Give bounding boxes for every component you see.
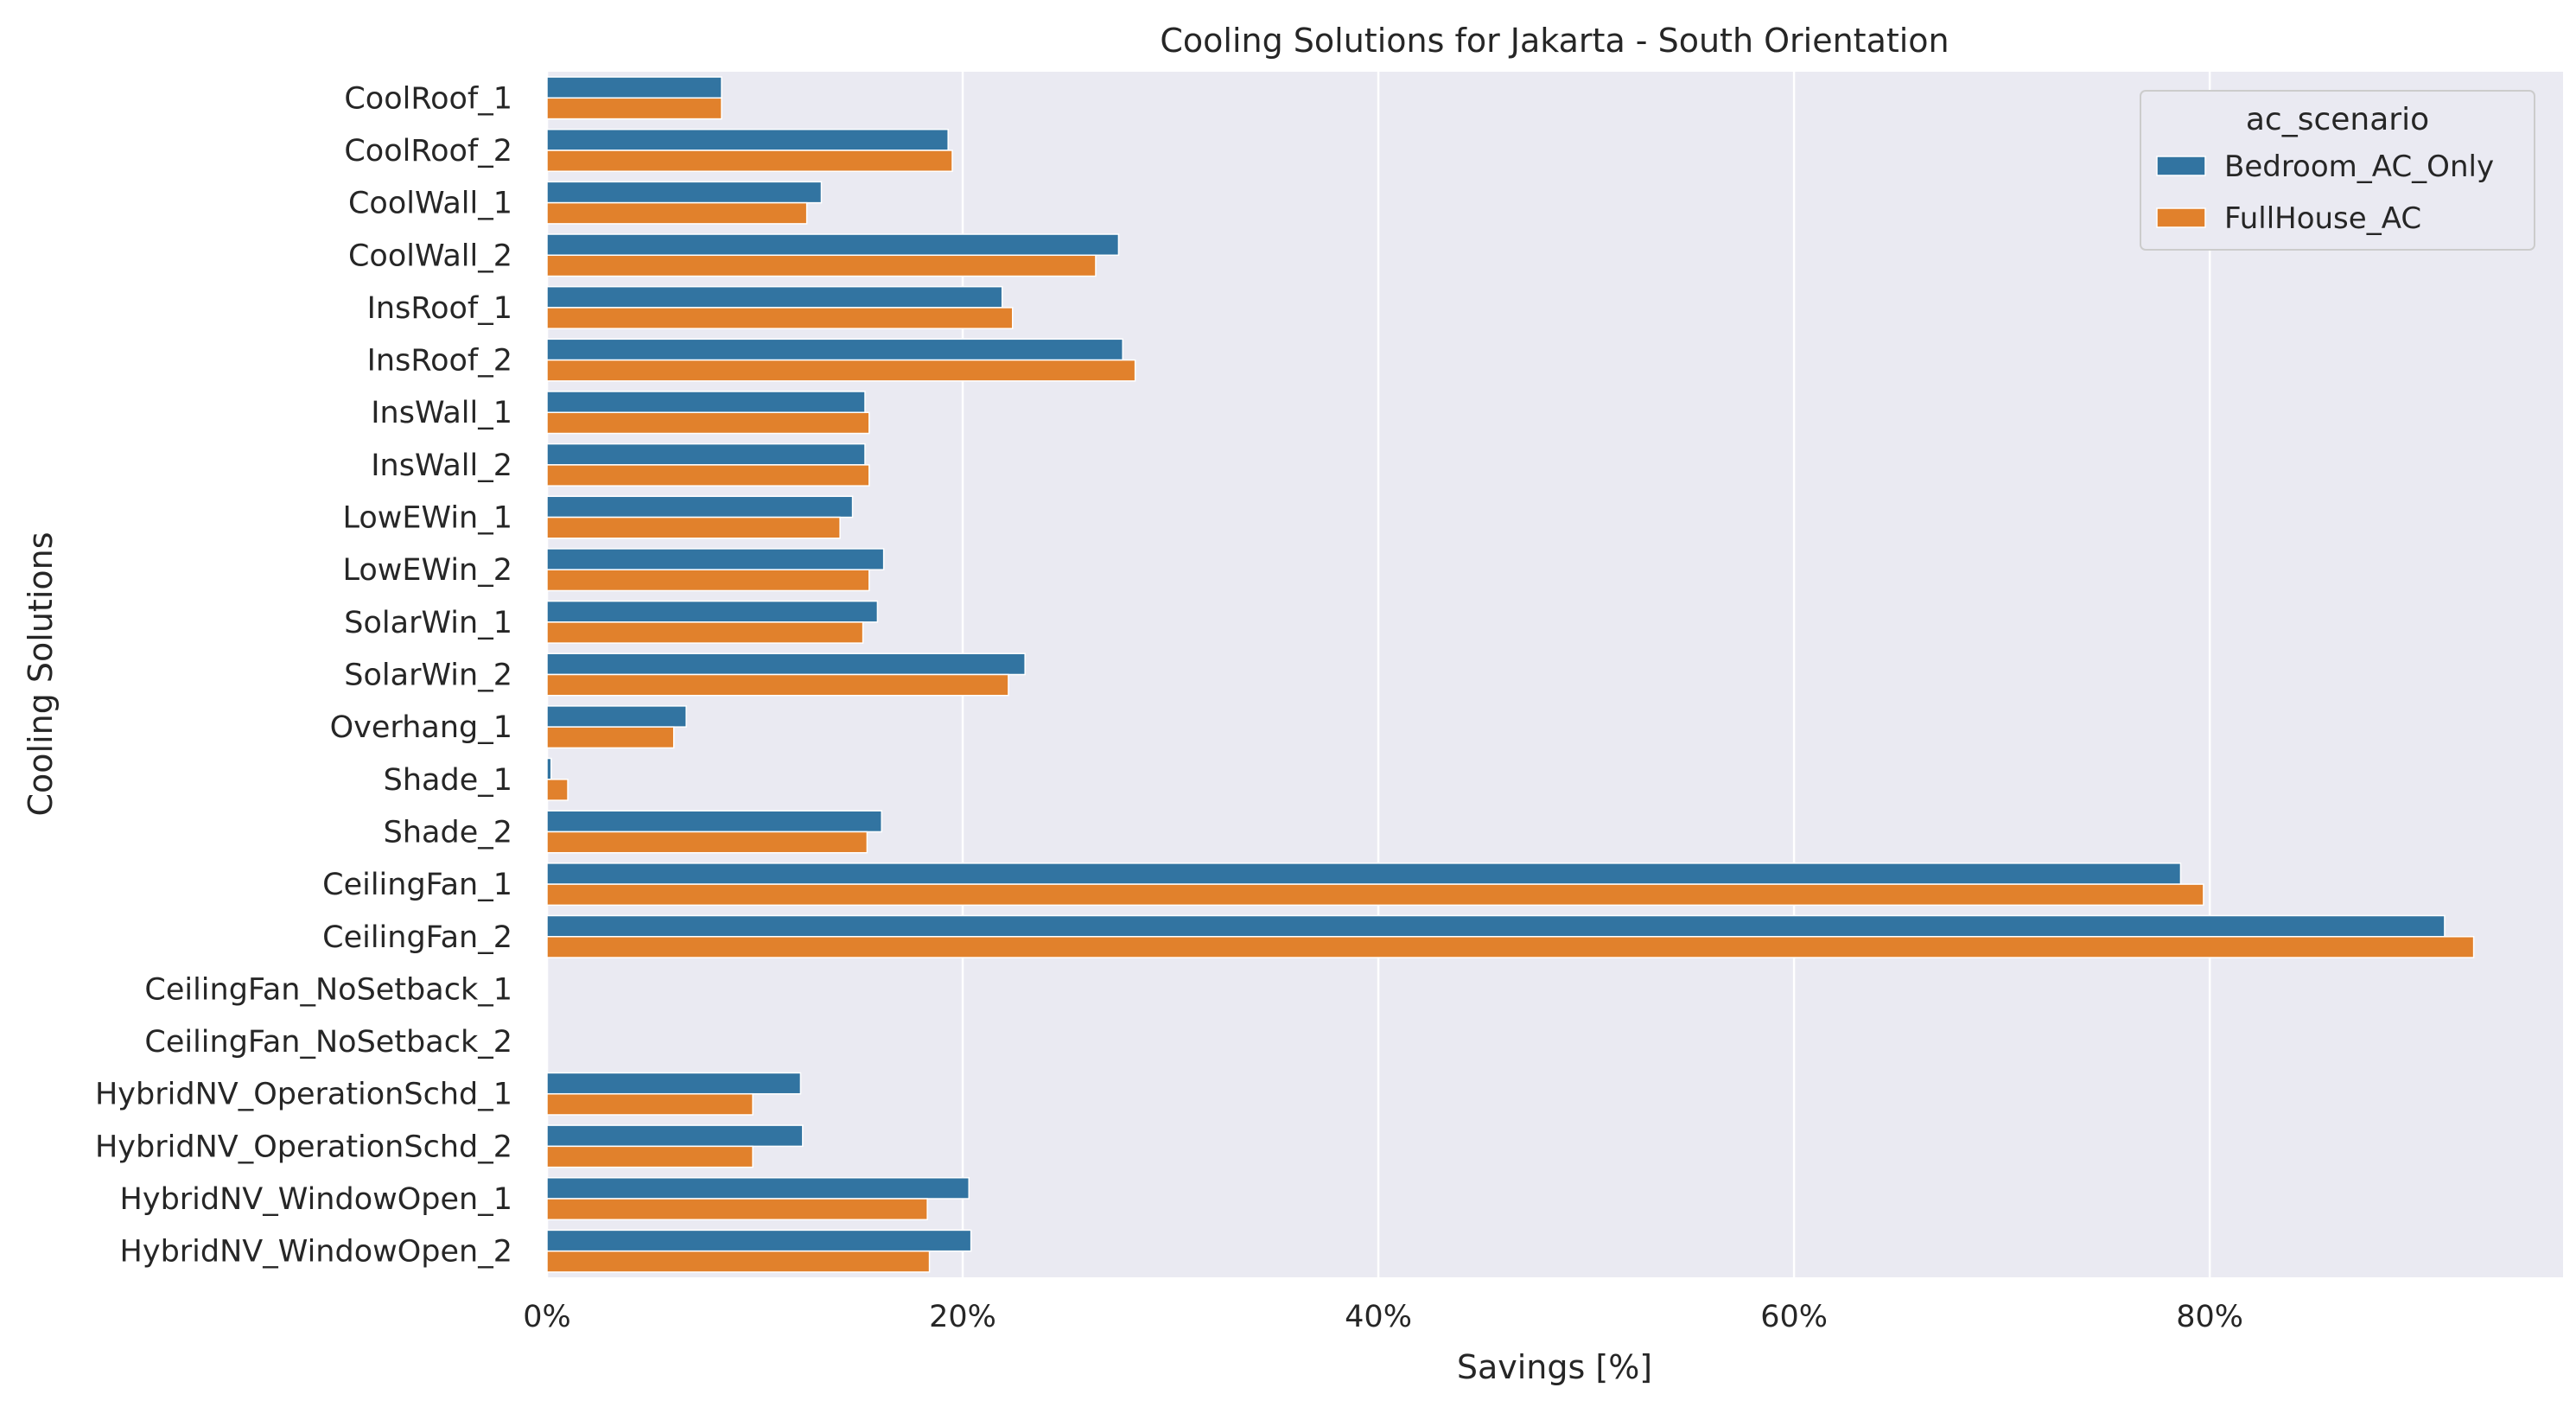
- bar-hybridnv-windowopen-2-bedroom-ac-only: [546, 1229, 972, 1252]
- bar-overhang-1-bedroom-ac-only: [546, 705, 687, 728]
- x-tick-label: 60%: [1760, 1300, 1828, 1334]
- bar-coolwall-2-fullhouse-ac: [546, 254, 1097, 277]
- bar-coolroof-1-fullhouse-ac: [546, 97, 722, 120]
- y-tick-label: InsRoof_1: [367, 291, 512, 326]
- y-tick-label: CeilingFan_NoSetback_1: [144, 972, 512, 1007]
- legend-swatch-fullhouse-ac: [2156, 207, 2206, 228]
- x-axis-label: Savings [%]: [1457, 1348, 1652, 1386]
- y-tick-label: InsRoof_2: [367, 344, 512, 379]
- legend-swatch-bedroom-ac-only: [2156, 156, 2206, 176]
- y-tick-label: CoolRoof_1: [344, 81, 512, 116]
- chart-title: Cooling Solutions for Jakarta - South Or…: [1160, 22, 1949, 60]
- bar-insroof-2-bedroom-ac-only: [546, 338, 1123, 361]
- y-tick-label: Shade_1: [384, 763, 512, 798]
- legend: ac_scenario Bedroom_AC_Only FullHouse_AC: [2140, 90, 2535, 251]
- legend-title: ac_scenario: [2246, 102, 2429, 137]
- bar-insroof-1-fullhouse-ac: [546, 307, 1014, 329]
- y-tick-label: SolarWin_1: [344, 606, 512, 640]
- bar-hybridnv-windowopen-1-fullhouse-ac: [546, 1198, 928, 1221]
- y-tick-label: CeilingFan_NoSetback_2: [144, 1025, 512, 1060]
- bar-hybridnv-operationschd-1-bedroom-ac-only: [546, 1072, 802, 1095]
- bar-coolroof-2-fullhouse-ac: [546, 150, 953, 172]
- bar-coolroof-2-bedroom-ac-only: [546, 128, 949, 151]
- bar-solarwin-1-fullhouse-ac: [546, 621, 864, 644]
- legend-label-bedroom-ac-only: Bedroom_AC_Only: [2224, 150, 2494, 184]
- bar-inswall-1-bedroom-ac-only: [546, 391, 866, 413]
- bar-ceilingfan-2-fullhouse-ac: [546, 936, 2475, 958]
- bar-hybridnv-windowopen-2-fullhouse-ac: [546, 1250, 931, 1273]
- y-axis-label: Cooling Solutions: [22, 531, 60, 816]
- y-tick-label: LowEWin_1: [342, 501, 512, 536]
- bar-inswall-2-bedroom-ac-only: [546, 442, 866, 466]
- bar-insroof-2-fullhouse-ac: [546, 359, 1136, 382]
- bar-lowewin-2-bedroom-ac-only: [546, 548, 885, 570]
- x-tick-label: 0%: [523, 1300, 571, 1334]
- bar-solarwin-1-bedroom-ac-only: [546, 600, 879, 623]
- legend-box: [2140, 90, 2535, 251]
- bar-solarwin-2-bedroom-ac-only: [546, 652, 1026, 676]
- bar-shade-2-fullhouse-ac: [546, 831, 868, 854]
- bar-shade-1-bedroom-ac-only: [546, 757, 552, 780]
- bar-coolroof-1-bedroom-ac-only: [546, 76, 722, 99]
- bar-inswall-2-fullhouse-ac: [546, 464, 870, 487]
- y-tick-label: SolarWin_2: [344, 659, 512, 693]
- y-tick-label: CoolWall_2: [348, 239, 512, 273]
- bar-hybridnv-operationschd-1-fullhouse-ac: [546, 1092, 754, 1116]
- y-tick-label: CoolRoof_2: [344, 134, 512, 169]
- y-tick-label: LowEWin_2: [342, 553, 512, 588]
- y-tick-label: InsWall_2: [371, 449, 512, 483]
- legend-label-fullhouse-ac: FullHouse_AC: [2224, 201, 2421, 236]
- bar-hybridnv-windowopen-1-bedroom-ac-only: [546, 1177, 970, 1200]
- y-tick-label: InsWall_1: [371, 396, 512, 430]
- y-tick-label: Shade_2: [384, 815, 512, 850]
- y-tick-label: Overhang_1: [330, 710, 512, 745]
- bar-hybridnv-operationschd-2-bedroom-ac-only: [546, 1124, 804, 1148]
- bar-coolwall-1-fullhouse-ac: [546, 201, 808, 225]
- bar-ceilingfan-2-bedroom-ac-only: [546, 914, 2446, 938]
- bar-lowewin-1-fullhouse-ac: [546, 516, 841, 539]
- y-tick-label: HybridNV_OperationSchd_1: [95, 1078, 512, 1112]
- bar-shade-1-fullhouse-ac: [546, 779, 569, 801]
- x-tick-label: 80%: [2176, 1300, 2243, 1334]
- x-tick-labels: 0% 20% 40% 60% 80%: [523, 1300, 2243, 1334]
- y-tick-label: CoolWall_1: [348, 187, 512, 221]
- bar-coolwall-1-bedroom-ac-only: [546, 181, 823, 204]
- x-tick-label: 20%: [929, 1300, 996, 1334]
- y-tick-label: HybridNV_WindowOpen_2: [120, 1235, 512, 1270]
- bar-insroof-1-bedroom-ac-only: [546, 285, 1003, 309]
- bar-hybridnv-operationschd-2-fullhouse-ac: [546, 1145, 754, 1168]
- bar-ceilingfan-1-fullhouse-ac: [546, 883, 2204, 907]
- y-tick-label: CeilingFan_2: [322, 920, 512, 955]
- y-tick-label: CeilingFan_1: [322, 868, 512, 902]
- bar-lowewin-2-fullhouse-ac: [546, 569, 870, 592]
- x-tick-label: 40%: [1345, 1300, 1412, 1334]
- y-tick-label: HybridNV_OperationSchd_2: [95, 1130, 512, 1164]
- y-tick-labels: CoolRoof_1 CoolRoof_2 CoolWall_1 CoolWall_2…: [95, 81, 512, 1269]
- bar-overhang-1-fullhouse-ac: [546, 726, 675, 749]
- bar-lowewin-1-bedroom-ac-only: [546, 495, 854, 519]
- bar-shade-2-bedroom-ac-only: [546, 810, 882, 833]
- bars: [546, 76, 2475, 1273]
- bar-inswall-1-fullhouse-ac: [546, 411, 870, 435]
- y-tick-label: HybridNV_WindowOpen_1: [120, 1182, 512, 1217]
- bar-solarwin-2-fullhouse-ac: [546, 673, 1009, 697]
- bar-coolwall-2-bedroom-ac-only: [546, 233, 1120, 257]
- bar-ceilingfan-1-bedroom-ac-only: [546, 862, 2182, 885]
